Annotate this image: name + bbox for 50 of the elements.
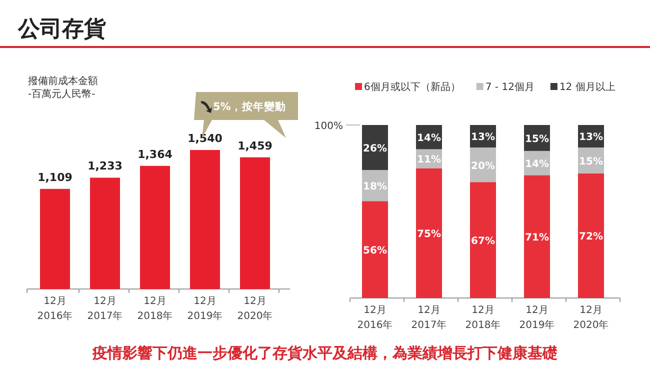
data-label: 20% (471, 160, 495, 172)
bar (190, 150, 220, 289)
x-tick-label: 12月 2017年 (87, 296, 123, 322)
text: 疫情影響下仍進一步優化了存貨水平及結構，為業績增長打下健康基礎 (92, 344, 558, 362)
data-label: 1,364 (138, 148, 173, 161)
x-tick-label: 12月 2016年 (37, 296, 73, 322)
data-label: 18% (363, 182, 387, 193)
data-label: 1,459 (238, 139, 272, 152)
x-tick-label: 12月 2018年 (137, 296, 173, 322)
x-tick-label: 12月 2018年 (465, 305, 501, 331)
legend-label: 12 個月以上 (559, 81, 616, 93)
data-label: 56% (363, 246, 387, 257)
data-label: 15% (525, 134, 549, 145)
data-label: 15% (579, 156, 603, 168)
data-label: 1,233 (88, 160, 122, 173)
data-label: 13% (471, 132, 495, 144)
bar (470, 182, 496, 298)
data-label: 67% (471, 236, 495, 248)
bar (240, 157, 270, 289)
bar (140, 166, 170, 289)
legend-label: 6個月或以下（新品） (364, 81, 460, 93)
data-label: 72% (579, 232, 603, 243)
bar (524, 175, 550, 298)
x-tick-label: 12月 2019年 (519, 305, 555, 331)
data-label: 1,109 (38, 170, 72, 184)
y-tick-label: 100% (314, 121, 343, 132)
bar (362, 125, 388, 170)
x-tick-label: 12月 2019年 (187, 296, 223, 322)
text: 5%，按年變動 (213, 100, 286, 113)
data-label: 13% (579, 132, 603, 144)
chart-title: 公司存貨 (17, 17, 106, 42)
bar (362, 201, 388, 298)
chart-subtitle: -百萬元人民幣- (28, 88, 96, 100)
x-tick-label: 12月 2020年 (573, 305, 609, 331)
bar (40, 188, 70, 289)
data-label: 71% (525, 232, 549, 244)
data-label: 14% (525, 159, 549, 170)
bar (90, 178, 120, 289)
bar (578, 173, 604, 298)
data-label: 1,540 (188, 132, 223, 145)
x-tick-label: 12月 2016年 (357, 305, 393, 331)
bar (416, 168, 442, 298)
legend-label: 7 - 12個月 (485, 82, 534, 93)
data-label: 26% (363, 143, 387, 154)
data-label: 14% (417, 133, 441, 144)
data-label: 75% (417, 229, 441, 240)
x-tick-label: 12月 2020年 (237, 296, 273, 322)
y-axis-title: 撥備前成本金額 (28, 75, 98, 87)
data-label: 11% (417, 154, 441, 166)
x-tick-label: 12月 2017年 (411, 305, 447, 331)
